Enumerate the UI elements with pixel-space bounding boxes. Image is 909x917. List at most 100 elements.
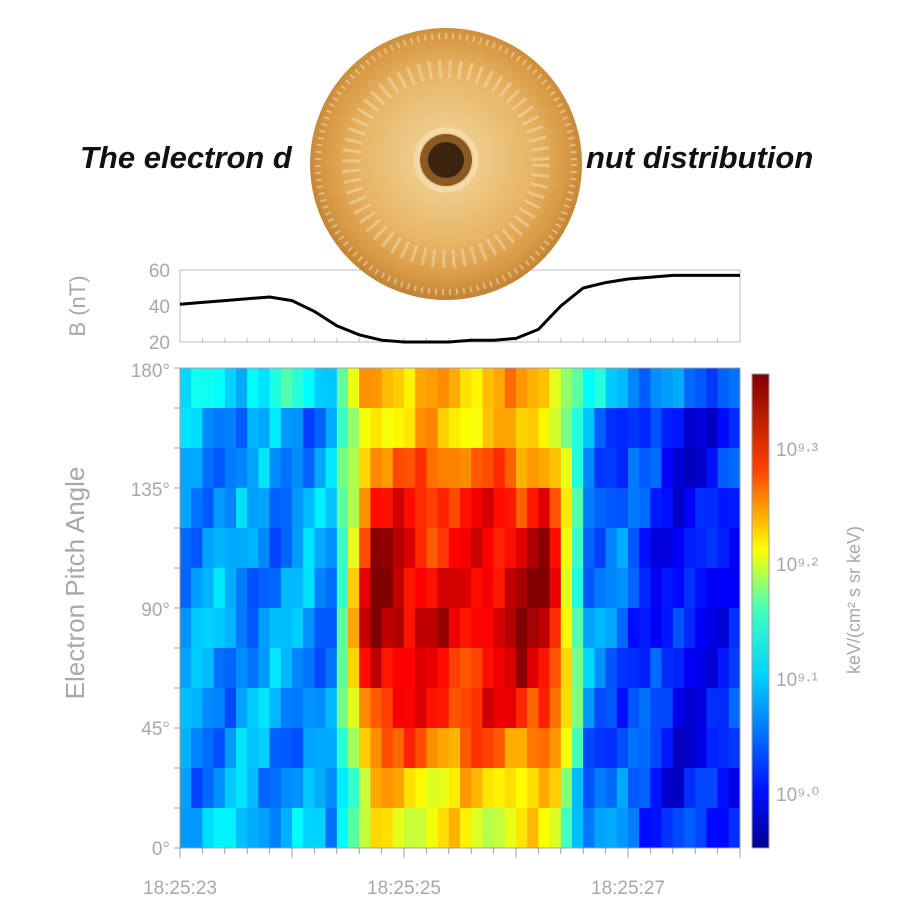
heatmap-cell bbox=[180, 448, 192, 489]
heatmap-cell bbox=[236, 568, 248, 609]
heatmap-cell bbox=[594, 528, 607, 569]
heatmap-cell bbox=[381, 568, 394, 609]
heatmap-cell bbox=[236, 808, 248, 848]
heatmap-cell bbox=[527, 568, 539, 609]
heatmap-cell bbox=[527, 528, 539, 569]
heatmap-cell bbox=[482, 648, 495, 689]
heatmap-cell bbox=[516, 728, 528, 769]
heatmap-cell bbox=[616, 368, 629, 409]
heatmap-cell bbox=[392, 808, 405, 848]
heatmap-cell bbox=[448, 408, 461, 449]
heatmap-cell bbox=[404, 608, 416, 649]
heatmap-cell bbox=[247, 568, 259, 609]
colorbar-label: keV/(cm² s sr keV) bbox=[844, 526, 864, 674]
heatmap-cell bbox=[415, 648, 427, 689]
heatmap-cell bbox=[684, 568, 696, 609]
heatmap-cell bbox=[706, 608, 719, 649]
heatmap-cell bbox=[303, 568, 315, 609]
heatmap-cell bbox=[392, 568, 405, 609]
heatmap-cell bbox=[258, 608, 271, 649]
heatmap-cell bbox=[224, 408, 237, 449]
heatmap-cell bbox=[292, 488, 304, 529]
heatmap-cell bbox=[180, 528, 192, 569]
xtick-182527: 18:25:27 bbox=[591, 878, 665, 899]
heatmap-cell bbox=[437, 368, 450, 409]
heatmap-cell bbox=[359, 608, 371, 649]
heatmap-cell bbox=[437, 568, 450, 609]
heatmap-cell bbox=[605, 608, 618, 649]
heatmap-cell bbox=[717, 768, 730, 809]
heatmap-cell bbox=[594, 488, 607, 529]
heatmap-cell bbox=[325, 488, 338, 529]
heatmap-cell bbox=[191, 408, 203, 449]
heatmap-cell bbox=[605, 408, 618, 449]
heatmap-cell bbox=[639, 768, 651, 809]
heatmap-cell bbox=[348, 728, 360, 769]
heatmap-cell bbox=[572, 648, 584, 689]
heatmap-cell bbox=[224, 768, 237, 809]
heatmap-cell bbox=[381, 768, 394, 809]
heatmap-cell bbox=[717, 568, 730, 609]
heatmap-cell bbox=[572, 728, 584, 769]
heatmap-cell bbox=[370, 808, 383, 848]
heatmap-cell bbox=[348, 448, 360, 489]
heatmap-cell bbox=[224, 648, 237, 689]
heatmap-cell bbox=[191, 768, 203, 809]
heatmap-cell bbox=[639, 408, 651, 449]
heatmap-cell bbox=[661, 368, 674, 409]
heatmap-cell bbox=[594, 768, 607, 809]
heatmap-cell bbox=[247, 448, 259, 489]
heatmap-cell bbox=[572, 608, 584, 649]
heatmap-cell bbox=[460, 528, 472, 569]
heatmap-cell bbox=[516, 608, 528, 649]
heatmap-cell bbox=[538, 808, 551, 848]
heatmap-cell bbox=[437, 808, 450, 848]
heatmap-cell bbox=[381, 648, 394, 689]
heatmap-cell bbox=[583, 688, 595, 729]
heatmap-cell bbox=[325, 768, 338, 809]
heatmap-cell bbox=[482, 488, 495, 529]
heatmap-cell bbox=[594, 408, 607, 449]
heatmap-cell bbox=[314, 408, 327, 449]
heatmap-cell bbox=[292, 368, 304, 409]
heatmap-cell bbox=[269, 768, 282, 809]
heatmap-cell bbox=[404, 768, 416, 809]
heatmap-cell bbox=[672, 688, 685, 729]
heatmap-cell bbox=[303, 448, 315, 489]
heatmap-cell bbox=[325, 688, 338, 729]
heatmap-cell bbox=[605, 648, 618, 689]
heatmap-cell bbox=[426, 808, 439, 848]
heatmap-cell bbox=[717, 608, 730, 649]
heatmap-cell bbox=[180, 568, 192, 609]
heatmap-cell bbox=[527, 488, 539, 529]
heatmap-cell bbox=[180, 728, 192, 769]
heatmap-cell bbox=[392, 768, 405, 809]
heatmap-cell bbox=[258, 728, 271, 769]
heatmap-cell bbox=[314, 728, 327, 769]
heatmap-cell bbox=[661, 648, 674, 689]
heatmap-cell bbox=[404, 408, 416, 449]
heatmap-cell bbox=[336, 728, 349, 769]
cb-tick-9-1: 10⁹·¹ bbox=[776, 670, 818, 691]
heatmap-cell bbox=[280, 808, 293, 848]
heatmap-cell bbox=[460, 648, 472, 689]
heatmap-cell bbox=[728, 368, 740, 409]
heatmap-cell bbox=[236, 648, 248, 689]
heatmap-cell bbox=[348, 568, 360, 609]
heatmap-cell bbox=[415, 408, 427, 449]
heatmap-cell bbox=[672, 448, 685, 489]
heatmap-cell bbox=[325, 608, 338, 649]
heatmap-cell bbox=[370, 448, 383, 489]
heatmap-cell bbox=[202, 608, 215, 649]
heatmap-cell bbox=[224, 688, 237, 729]
heatmap-cell bbox=[628, 648, 640, 689]
heatmap-cell bbox=[191, 368, 203, 409]
heatmap-cell bbox=[258, 528, 271, 569]
heatmap-cell bbox=[516, 488, 528, 529]
heatmap-cell bbox=[616, 488, 629, 529]
heatmap-cell bbox=[583, 368, 595, 409]
heatmap-cell bbox=[695, 808, 707, 848]
heatmap-cell bbox=[572, 448, 584, 489]
heatmap-cell bbox=[728, 728, 740, 769]
heatmap-cell bbox=[303, 688, 315, 729]
